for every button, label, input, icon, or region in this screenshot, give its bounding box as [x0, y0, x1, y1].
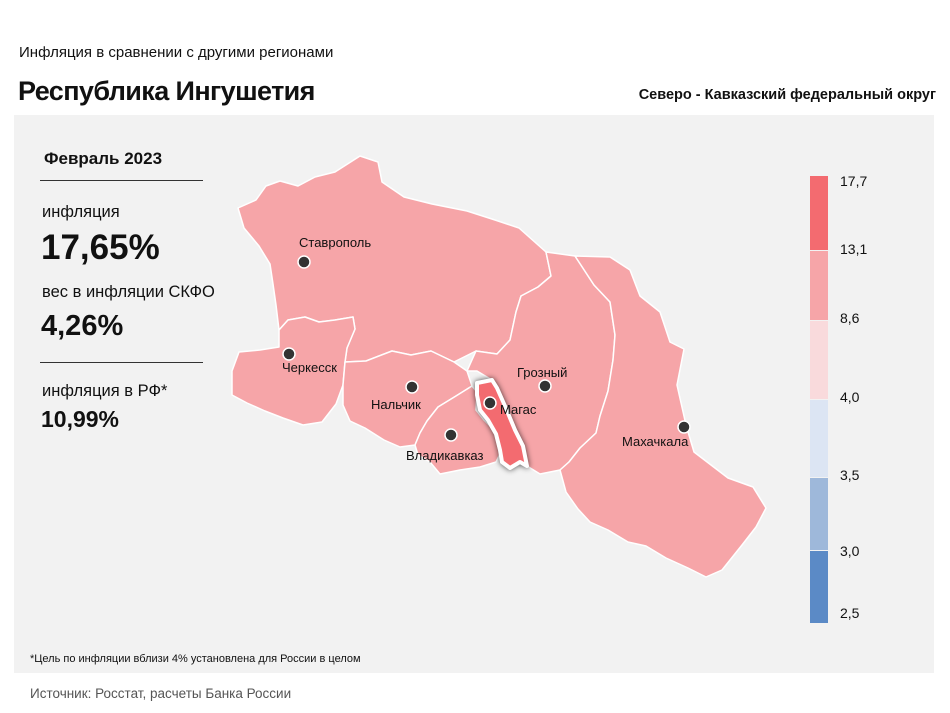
divider-top — [40, 180, 203, 181]
weight-label: вес в инфляции СКФО — [42, 283, 215, 301]
city-dot — [405, 380, 419, 394]
color-legend: 17,7 13,1 8,6 4,0 3,5 3,0 2,5 — [810, 173, 867, 623]
legend-tick: 4,0 — [840, 389, 860, 405]
city-label: Нальчик — [371, 397, 421, 412]
city-magas: Магас — [483, 396, 537, 417]
legend-tick: 8,6 — [840, 310, 860, 326]
city-label: Махачкала — [622, 434, 689, 449]
legend-bin-3 — [810, 321, 828, 399]
city-dot — [444, 428, 458, 442]
city-makhachkala: Махачкала — [622, 420, 691, 449]
legend-bin-6 — [810, 551, 828, 623]
legend-bin-4 — [810, 400, 828, 477]
city-label: Черкесск — [282, 360, 337, 375]
rf-inflation-label: инфляция в РФ* — [42, 382, 168, 400]
footnote: *Цель по инфляции вблизи 4% установлена … — [30, 653, 361, 665]
source-text: Источник: Росстат, расчеты Банка России — [30, 686, 292, 701]
legend-tick: 17,7 — [840, 173, 867, 189]
city-dot — [282, 347, 296, 361]
district-name: Северо - Кавказский федеральный округ — [638, 87, 936, 103]
city-dot — [677, 420, 691, 434]
legend-tick: 13,1 — [840, 241, 867, 257]
city-cherkessk: Черкесск — [282, 347, 337, 375]
page-title: Республика Ингушетия — [18, 76, 315, 106]
city-dot — [538, 379, 552, 393]
city-nalchik: Нальчик — [371, 380, 421, 412]
legend-tick: 2,5 — [840, 605, 860, 621]
inflation-label: инфляция — [42, 203, 120, 221]
legend-bin-1 — [810, 176, 828, 250]
city-stavropol: Ставрополь — [297, 235, 371, 269]
city-markers: Ставрополь Черкесск Нальчик Владикавказ … — [282, 235, 691, 463]
weight-value: 4,26% — [41, 310, 124, 342]
page-subtitle: Инфляция в сравнении с другими регионами — [19, 44, 334, 61]
city-label: Владикавказ — [406, 448, 484, 463]
legend-bin-5 — [810, 478, 828, 550]
legend-tick: 3,5 — [840, 467, 860, 483]
map-regions — [231, 155, 767, 578]
region-karachay-cherkessia — [231, 316, 356, 426]
rf-inflation-value: 10,99% — [41, 406, 120, 432]
divider-bottom — [40, 362, 203, 363]
region-dagestan — [559, 255, 767, 578]
city-label: Грозный — [517, 365, 567, 380]
city-vladikavkaz: Владикавказ — [406, 428, 484, 463]
city-label: Ставрополь — [299, 235, 371, 250]
city-label: Магас — [500, 402, 537, 417]
legend-bin-2 — [810, 251, 828, 320]
legend-tick: 3,0 — [840, 543, 860, 559]
period-label: Февраль 2023 — [44, 149, 163, 168]
inflation-value: 17,65% — [41, 228, 160, 267]
city-grozny: Грозный — [517, 365, 567, 393]
city-dot — [483, 396, 497, 410]
city-dot — [297, 255, 311, 269]
